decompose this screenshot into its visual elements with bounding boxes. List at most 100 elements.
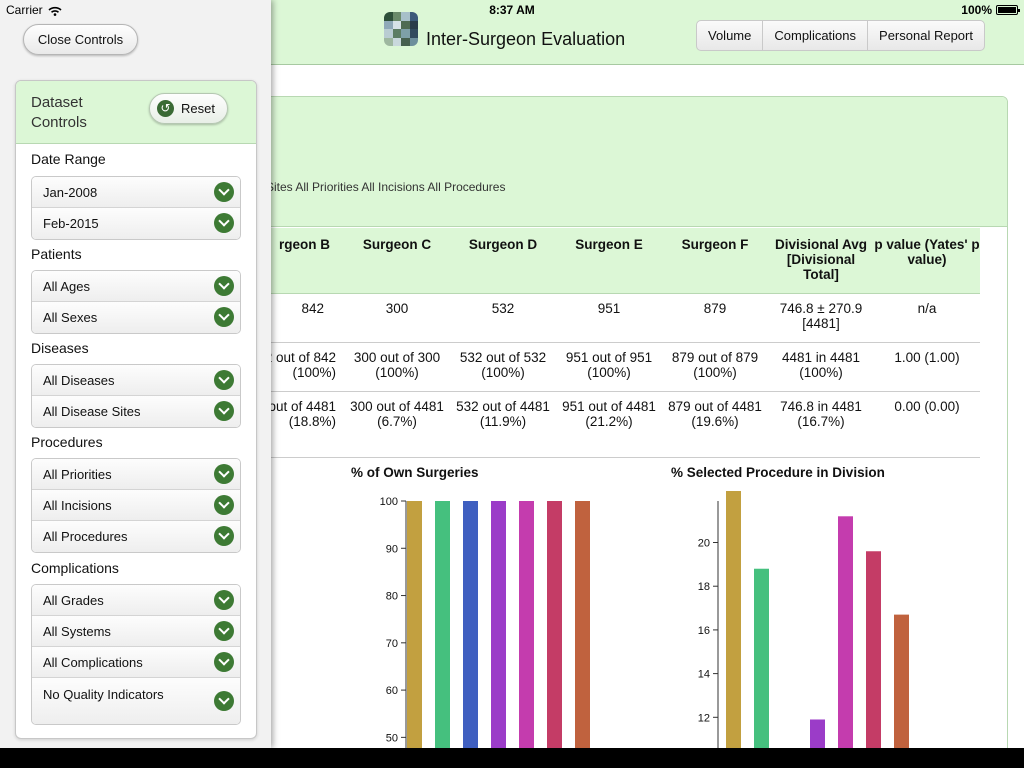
bar-mark: [519, 501, 534, 748]
patients-group: All Ages All Sexes: [31, 270, 241, 334]
section-complications-label: Complications: [31, 560, 119, 576]
main-screen: Inter-Surgeon Evaluation Volume Complica…: [0, 0, 1024, 748]
chevron-down-icon: [214, 182, 234, 202]
column-header: Divisional Avg [Divisional Total]: [768, 228, 874, 294]
systems-picker[interactable]: All Systems: [32, 616, 240, 647]
active-filters-text: e Sites All Priorities All Incisions All…: [256, 180, 506, 194]
disease-sites-value: All Disease Sites: [43, 404, 141, 419]
priorities-picker[interactable]: All Priorities: [32, 459, 240, 490]
reset-button[interactable]: ↺ Reset: [149, 93, 228, 124]
incisions-value: All Incisions: [43, 498, 112, 513]
ages-picker[interactable]: All Ages: [32, 271, 240, 302]
sexes-value: All Sexes: [43, 310, 98, 325]
table-cell: 532: [450, 293, 556, 343]
chevron-down-icon: [214, 370, 234, 390]
y-tick-label: 80: [386, 591, 398, 603]
controls-drawer: Close Controls Dataset Controls ↺ Reset …: [0, 0, 271, 748]
table-row: out of 4481 (18.8%) 300 out of 4481 (6.7…: [256, 391, 980, 458]
procedures-picker[interactable]: All Procedures: [32, 521, 240, 552]
segment-volume[interactable]: Volume: [697, 21, 764, 50]
chevron-down-icon: [214, 401, 234, 421]
table-cell: 951 out of 951 (100%): [556, 342, 662, 392]
own-surgeries-chart-title: % of Own Surgeries: [351, 465, 479, 480]
bar-mark: [866, 551, 881, 748]
diseases-value: All Diseases: [43, 373, 115, 388]
y-tick-label: 18: [698, 581, 710, 593]
chevron-down-icon: [214, 213, 234, 233]
table-cell: 532 out of 4481 (11.9%): [450, 391, 556, 458]
bar-mark: [754, 568, 769, 748]
quality-indicators-value: No Quality Indicators: [43, 687, 164, 702]
selected-procedure-chart-title: % Selected Procedure in Division: [671, 465, 885, 480]
close-controls-button[interactable]: Close Controls: [23, 24, 138, 55]
column-header: p value (Yates' p value): [874, 228, 980, 294]
table-cell: 0.00 (0.00): [874, 391, 980, 458]
carrier-label: Carrier: [6, 3, 62, 17]
incisions-picker[interactable]: All Incisions: [32, 490, 240, 521]
bar-mark: [810, 719, 825, 748]
complications-group: All Grades All Systems All Complications…: [31, 584, 241, 725]
grades-value: All Grades: [43, 593, 104, 608]
disease-sites-picker[interactable]: All Disease Sites: [32, 396, 240, 427]
battery-indicator: 100%: [961, 3, 1020, 17]
diseases-picker[interactable]: All Diseases: [32, 365, 240, 396]
chevron-down-icon: [214, 652, 234, 672]
complications-picker[interactable]: All Complications: [32, 647, 240, 678]
ages-value: All Ages: [43, 279, 90, 294]
segment-complications[interactable]: Complications: [763, 21, 869, 50]
results-panel: e Sites All Priorities All Incisions All…: [255, 96, 1008, 748]
chevron-down-icon: [214, 307, 234, 327]
y-tick-label: 70: [386, 638, 398, 650]
end-date-value: Feb-2015: [43, 216, 99, 231]
column-header: Surgeon E: [556, 228, 662, 294]
chevron-down-icon: [214, 495, 234, 515]
view-segmented-control: Volume Complications Personal Report: [696, 20, 985, 51]
date-range-group: Jan-2008 Feb-2015: [31, 176, 241, 240]
y-tick-label: 90: [386, 543, 398, 555]
clock: 8:37 AM: [489, 3, 535, 17]
bar-mark: [407, 501, 422, 748]
sexes-picker[interactable]: All Sexes: [32, 302, 240, 333]
y-tick-label: 20: [698, 538, 710, 550]
bar-mark: [435, 501, 450, 748]
bar-mark: [547, 501, 562, 748]
table-row: 2 out of 842 (100%) 300 out of 300 (100%…: [256, 342, 980, 392]
quality-indicators-picker[interactable]: No Quality Indicators: [32, 678, 240, 724]
app-title: Inter-Surgeon Evaluation: [426, 29, 626, 49]
column-header: Surgeon D: [450, 228, 556, 294]
dataset-controls-title: Dataset Controls: [31, 94, 87, 131]
table-cell: 4481 in 4481 (100%): [768, 342, 874, 392]
table-cell: 300 out of 300 (100%): [344, 342, 450, 392]
section-diseases-label: Diseases: [31, 340, 89, 356]
table-cell: 300 out of 4481 (6.7%): [344, 391, 450, 458]
column-header: Surgeon C: [344, 228, 450, 294]
table-cell: n/a: [874, 293, 980, 343]
table-header-row: rgeon B Surgeon C Surgeon D Surgeon E Su…: [256, 228, 980, 294]
bar-mark: [575, 501, 590, 748]
table-cell: 746.8 in 4481 (16.7%): [768, 391, 874, 458]
status-bar: Carrier 8:37 AM 100%: [0, 0, 1024, 20]
priorities-value: All Priorities: [43, 467, 112, 482]
diseases-group: All Diseases All Disease Sites: [31, 364, 241, 428]
chevron-down-icon: [214, 621, 234, 641]
grades-picker[interactable]: All Grades: [32, 585, 240, 616]
start-date-picker[interactable]: Jan-2008: [32, 177, 240, 208]
wifi-icon: [48, 6, 62, 16]
table-cell: 951: [556, 293, 662, 343]
chevron-down-icon: [214, 590, 234, 610]
bar-mark: [463, 501, 478, 748]
battery-icon: [996, 5, 1020, 15]
table-cell: 746.8 ± 270.9 [4481]: [768, 293, 874, 343]
bar-mark: [726, 491, 741, 748]
chevron-down-icon: [214, 691, 234, 711]
segment-personal-report[interactable]: Personal Report: [879, 28, 973, 43]
app-logo-icon: [384, 12, 418, 46]
end-date-picker[interactable]: Feb-2015: [32, 208, 240, 239]
section-patients-label: Patients: [31, 246, 82, 262]
y-tick-label: 100: [380, 496, 398, 508]
systems-value: All Systems: [43, 624, 111, 639]
y-tick-label: 14: [698, 669, 710, 681]
complications-value: All Complications: [43, 655, 143, 670]
y-tick-label: 16: [698, 625, 710, 637]
battery-percent: 100%: [961, 3, 992, 17]
